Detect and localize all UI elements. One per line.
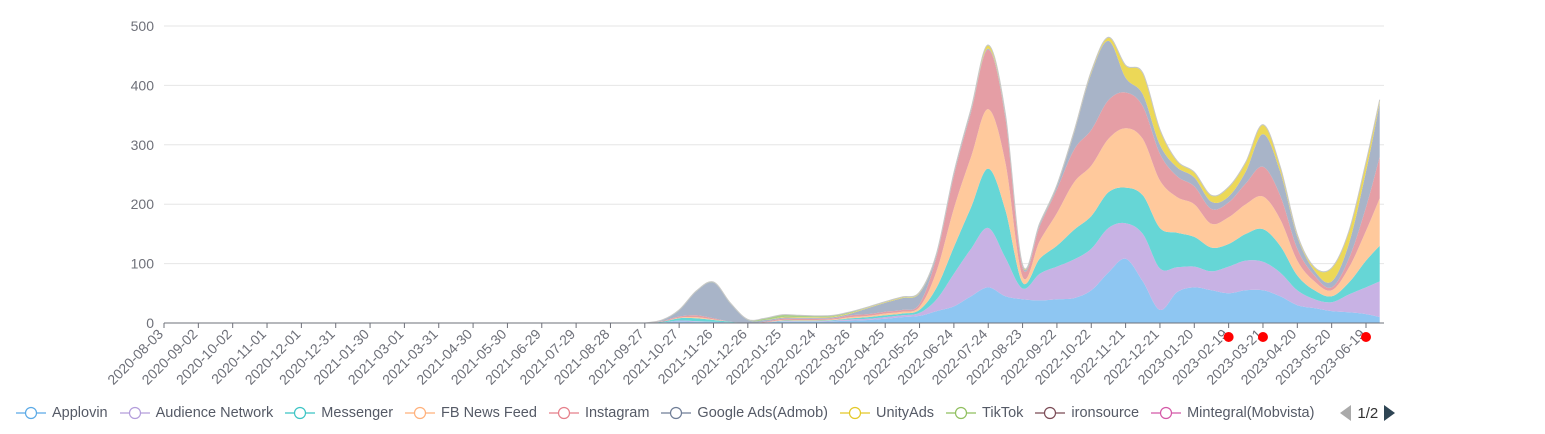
area-audience-network [644,222,1380,323]
legend-label: TikTok [982,405,1024,421]
legend-next-icon[interactable] [1384,405,1396,421]
legend-line-circle-icon [285,406,316,420]
stacked-area-chart: 01002003004005002020-08-032020-09-022020… [104,18,1384,388]
legend-line-circle-icon [1151,406,1182,420]
y-tick-label: 100 [131,256,155,272]
legend-item[interactable]: Mintegral(Mobvista) [1151,405,1314,421]
legend-label: ironsource [1071,405,1140,421]
event-marker [1361,332,1371,342]
legend-line-circle-icon [840,406,870,420]
legend-line-circle-icon [16,406,46,420]
legend-label: FB News Feed [441,405,537,421]
area-series-group [644,36,1381,324]
legend-item[interactable]: TikTok [946,405,1023,421]
legend: Applovin Audience Network Messenger FB N… [16,402,1396,424]
area-applovin [644,258,1380,323]
legend-line-circle-icon [405,406,436,420]
legend-item[interactable]: Messenger [285,405,393,421]
legend-item[interactable]: Google Ads(Admob) [661,405,828,421]
y-tick-label: 500 [131,18,155,34]
y-tick-label: 400 [131,77,155,93]
area-instagram [644,49,1380,324]
legend-items: Applovin Audience Network Messenger FB N… [16,405,1326,421]
y-tick-label: 300 [131,137,155,153]
total-outline [644,36,1381,324]
legend-item[interactable]: Applovin [16,405,108,421]
legend-item[interactable]: ironsource [1035,405,1139,421]
area-google-ads-admob- [644,40,1380,323]
legend-page-indicator: 1/2 [1357,404,1379,422]
y-tick-label: 200 [131,196,155,212]
legend-prev-icon[interactable] [1340,405,1352,421]
legend-item[interactable]: FB News Feed [405,405,537,421]
area-messenger [644,168,1380,324]
legend-line-circle-icon [946,406,977,420]
legend-label: Messenger [321,405,394,421]
event-marker [1257,332,1268,342]
legend-label: Instagram [584,405,650,421]
legend-item[interactable]: UnityAds [840,405,934,421]
legend-label: Google Ads(Admob) [697,405,828,421]
legend-line-circle-icon [119,406,150,420]
y-tick-label: 0 [146,315,154,331]
legend-label: Applovin [52,405,108,421]
area-fb-news-feed [644,109,1380,324]
legend-label: Audience Network [155,405,274,421]
event-markers [1223,332,1371,342]
legend-item[interactable]: Instagram [548,405,650,421]
event-marker [1223,332,1234,342]
legend-pager: 1/2 [1340,404,1396,422]
legend-item[interactable]: Audience Network [119,405,274,421]
legend-line-circle-icon [548,406,579,420]
legend-line-circle-icon [661,406,692,420]
legend-label: UnityAds [876,405,935,421]
legend-line-circle-icon [1035,406,1066,420]
legend-label: Mintegral(Mobvista) [1187,405,1315,421]
